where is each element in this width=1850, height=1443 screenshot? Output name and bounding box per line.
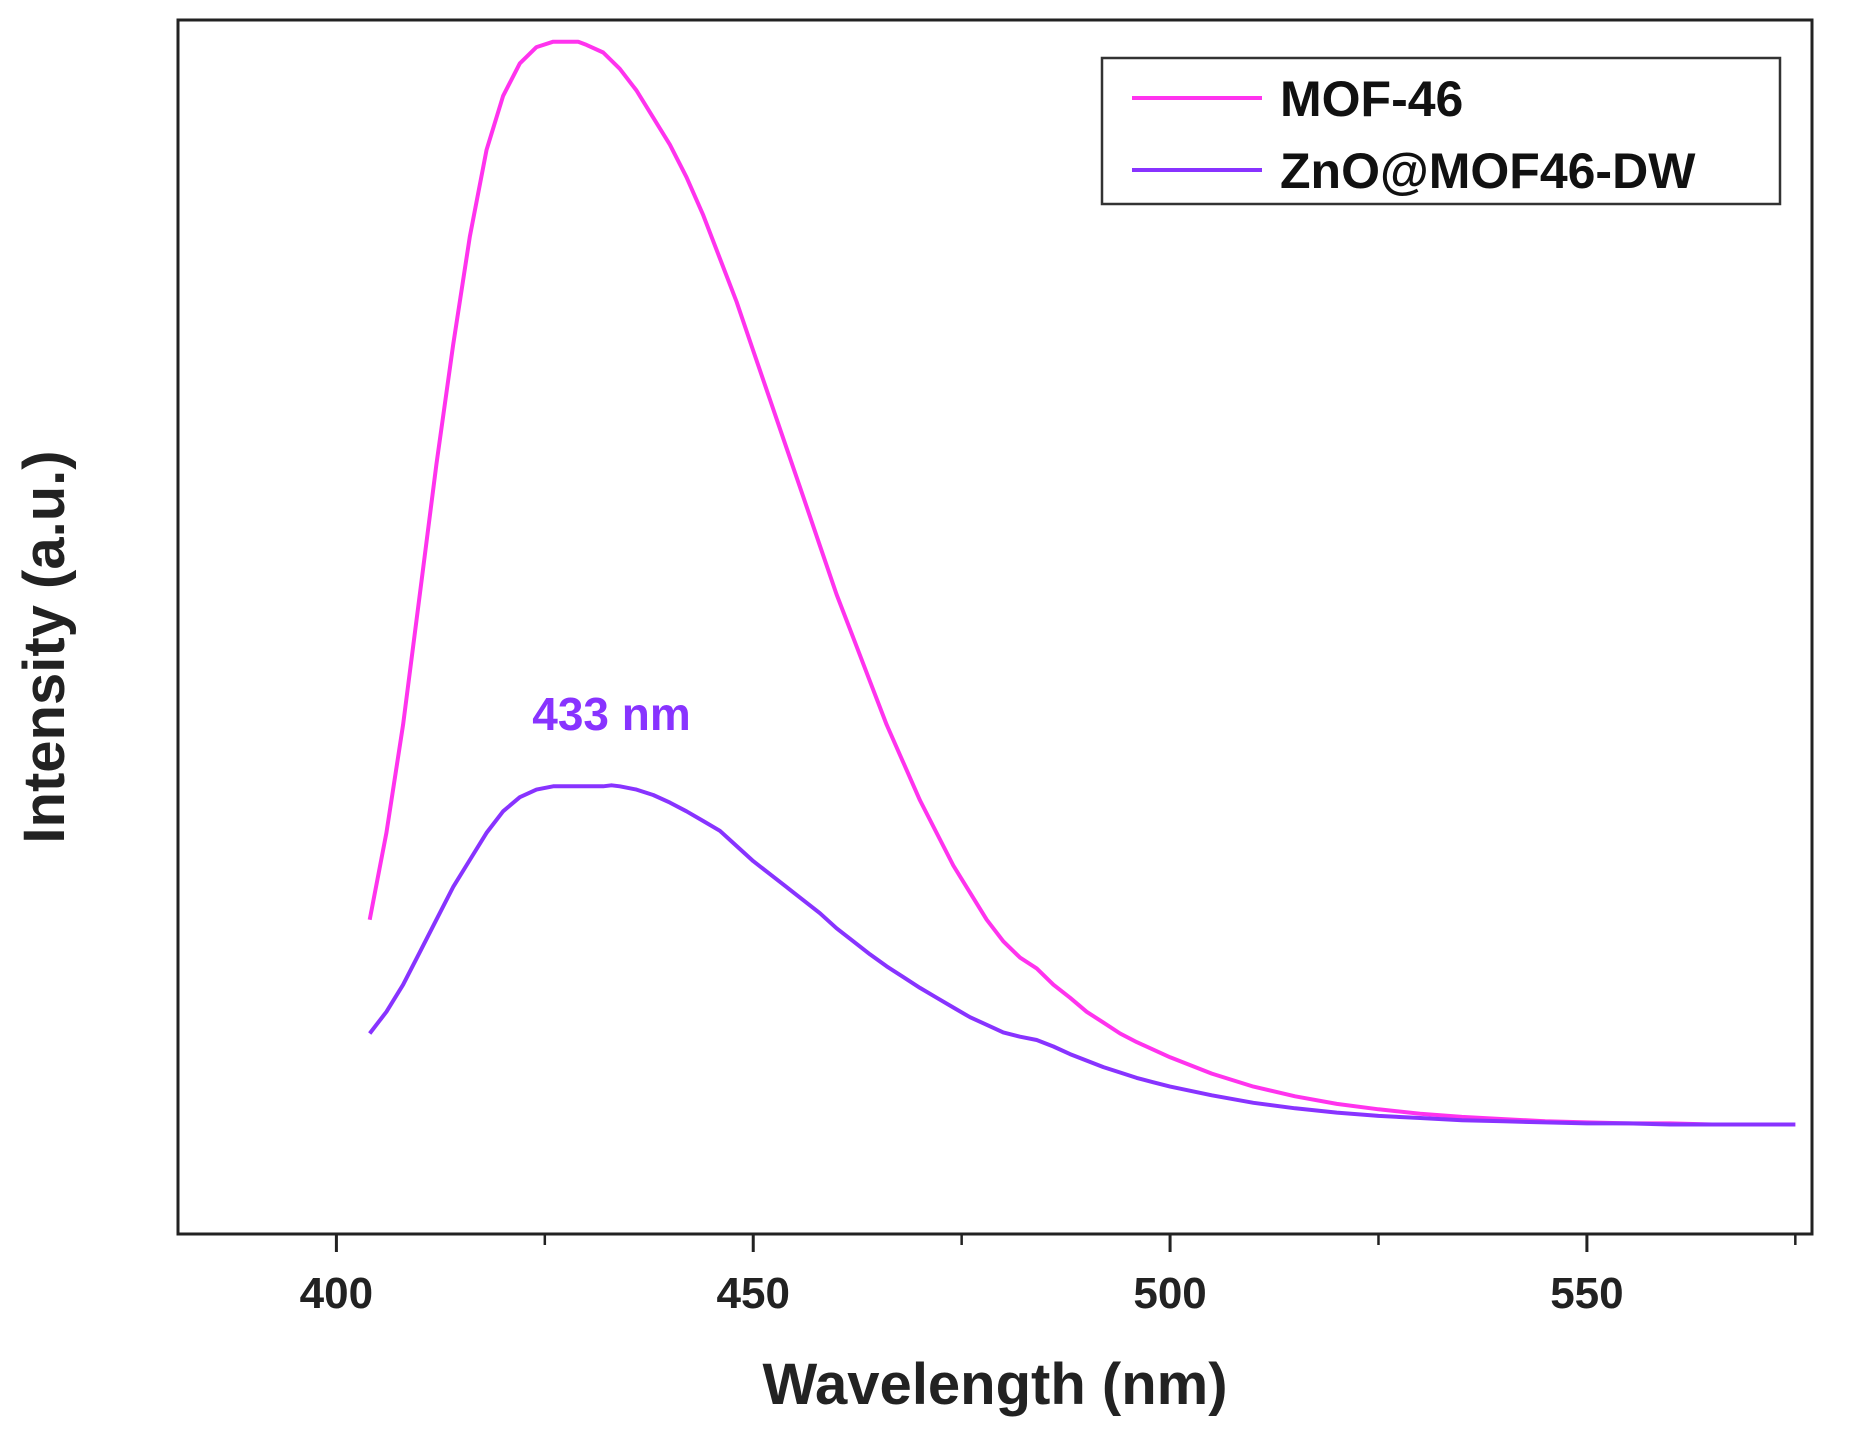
x-axis-title: Wavelength (nm)	[762, 1352, 1227, 1417]
plot-frame	[176, 18, 1814, 1236]
series-line-mof-46	[367, 39, 1796, 1127]
legend: MOF-46 ZnO@MOF46-DW	[1100, 56, 1782, 206]
x-tick-label: 550	[1550, 1269, 1623, 1318]
x-tick-label: 500	[1133, 1269, 1206, 1318]
x-tick-label: 450	[717, 1269, 790, 1318]
legend-label-mof46: MOF-46	[1280, 71, 1463, 127]
legend-label-zno-mof46-dw: ZnO@MOF46-DW	[1280, 143, 1696, 199]
annotation-layer: 429 nm 433 nm	[499, 0, 691, 740]
legend-box	[1100, 56, 1782, 206]
x-tick-label: 400	[300, 1269, 373, 1318]
series-layer	[367, 39, 1796, 1127]
peak-label: 433 nm	[532, 688, 691, 740]
peak-label: 429 nm	[499, 0, 658, 3]
series-line-zno-mof46-dw	[368, 783, 1796, 1127]
y-axis-title: Intensity (a.u.)	[12, 450, 77, 843]
tick-layer: 400 450 500 550	[300, 1234, 1797, 1318]
